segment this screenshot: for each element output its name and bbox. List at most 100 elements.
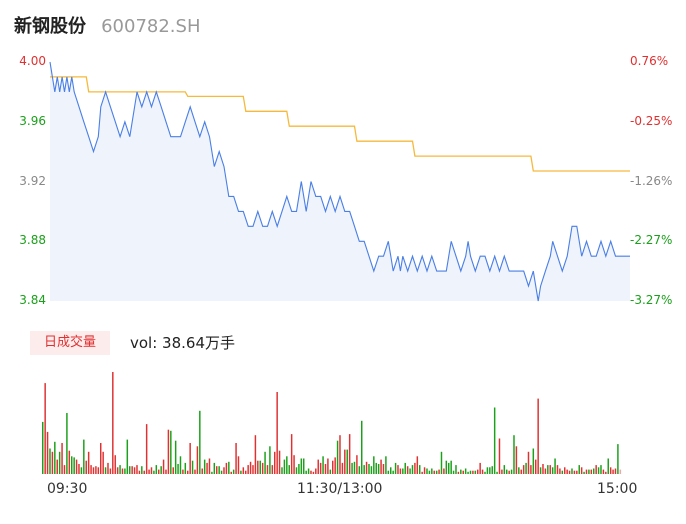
volume-bar: [566, 469, 568, 474]
volume-bar: [104, 467, 107, 474]
volume-bar: [160, 466, 162, 474]
volume-bar: [416, 456, 419, 474]
volume-bar: [600, 465, 602, 474]
volume-bar: [225, 462, 228, 474]
volume-bar: [129, 466, 131, 474]
volume-bar: [187, 470, 189, 474]
volume-bar: [462, 470, 464, 474]
price-tick-label: 3.92: [19, 174, 46, 188]
volume-bar: [433, 470, 435, 474]
volume-bar: [448, 462, 450, 474]
volume-bar: [133, 467, 136, 474]
volume-bar: [264, 451, 266, 474]
volume-bar: [440, 451, 443, 474]
volume-bar: [199, 410, 201, 474]
volume-bar: [136, 465, 138, 474]
volume-bar: [293, 455, 295, 474]
volume-bar: [530, 465, 532, 474]
volume-bar: [361, 420, 363, 474]
price-tick-label: 3.88: [19, 233, 46, 247]
volume-bar: [266, 465, 269, 474]
volume-bar: [542, 464, 544, 474]
volume-bar: [356, 455, 358, 474]
volume-bar: [317, 459, 319, 474]
volume-bar: [327, 458, 329, 474]
volume-bar: [518, 467, 520, 474]
volume-bar: [544, 468, 547, 474]
volume-bar: [92, 467, 95, 474]
volume-bar: [201, 468, 203, 474]
volume-bar: [339, 435, 341, 474]
volume-bar: [583, 471, 585, 474]
volume-bar: [486, 467, 489, 474]
volume-bar: [506, 469, 508, 474]
volume-bar: [467, 471, 469, 474]
volume-bar: [232, 469, 235, 474]
volume-bar: [56, 459, 58, 474]
volume-bar: [216, 466, 218, 474]
volume-bar: [428, 470, 431, 474]
volume-bar: [387, 470, 390, 474]
change-percent-tick-label: 0.76%: [630, 54, 669, 68]
time-tick-label: 11:30/13:00: [297, 481, 383, 497]
volume-bar: [551, 467, 554, 474]
volume-bar: [247, 465, 249, 474]
volume-bar: [477, 469, 479, 474]
volume-bar: [95, 466, 97, 474]
volume-bar: [206, 462, 208, 474]
daily-volume-tab[interactable]: 日成交量: [30, 331, 110, 355]
volume-bar: [319, 462, 322, 474]
volume-bar: [559, 468, 561, 474]
change-percent-tick-label: -3.27%: [630, 293, 673, 307]
volume-bar: [537, 398, 539, 474]
volume-bar: [363, 465, 365, 474]
volume-bar: [419, 465, 421, 474]
volume-bar: [100, 443, 102, 474]
volume-bar: [510, 469, 513, 474]
time-tick-label: 09:30: [47, 481, 88, 497]
volume-bar: [535, 459, 537, 474]
volume-bar: [259, 460, 261, 474]
volume-bar: [240, 470, 242, 474]
volume-bar: [261, 462, 264, 474]
volume-bar: [344, 449, 346, 474]
volume-bar: [336, 440, 339, 474]
volume-bar: [469, 470, 472, 474]
volume-bar: [609, 467, 612, 474]
volume-bar: [300, 458, 303, 474]
volume-bar: [496, 471, 498, 474]
price-tick-label: 3.96: [19, 114, 46, 128]
volume-bar: [112, 372, 114, 474]
volume-bar: [392, 470, 394, 474]
volume-bar: [170, 430, 172, 474]
volume-bar: [288, 465, 290, 474]
stock-name: 新钢股份: [14, 16, 86, 37]
volume-bar: [211, 471, 213, 474]
volume-bar: [443, 468, 445, 474]
volume-bar: [619, 469, 622, 474]
volume-bar: [167, 429, 170, 474]
volume-bar: [573, 470, 576, 474]
volume-bar: [532, 448, 535, 474]
volume-bar: [561, 470, 564, 474]
volume-bar: [576, 470, 578, 474]
volume-bar: [271, 465, 274, 474]
volume-bar: [235, 443, 237, 474]
volume-bar: [382, 464, 385, 474]
volume-bar: [450, 460, 452, 474]
price-tick-label: 4.00: [19, 54, 46, 68]
volume-bar: [75, 459, 78, 474]
volume-bar: [522, 465, 525, 474]
volume-bar: [245, 470, 247, 474]
volume-bar: [196, 446, 199, 474]
volume-bar: [421, 471, 423, 474]
volume-bar: [353, 461, 356, 474]
change-percent-tick-label: -1.26%: [630, 174, 673, 188]
price-tick-label: 3.84: [19, 293, 46, 307]
volume-bar: [351, 462, 353, 474]
volume-bar: [182, 469, 184, 474]
volume-bar: [126, 439, 129, 474]
volume-bar: [44, 383, 46, 474]
volume-bar: [525, 462, 527, 474]
volume-bar: [588, 469, 590, 474]
